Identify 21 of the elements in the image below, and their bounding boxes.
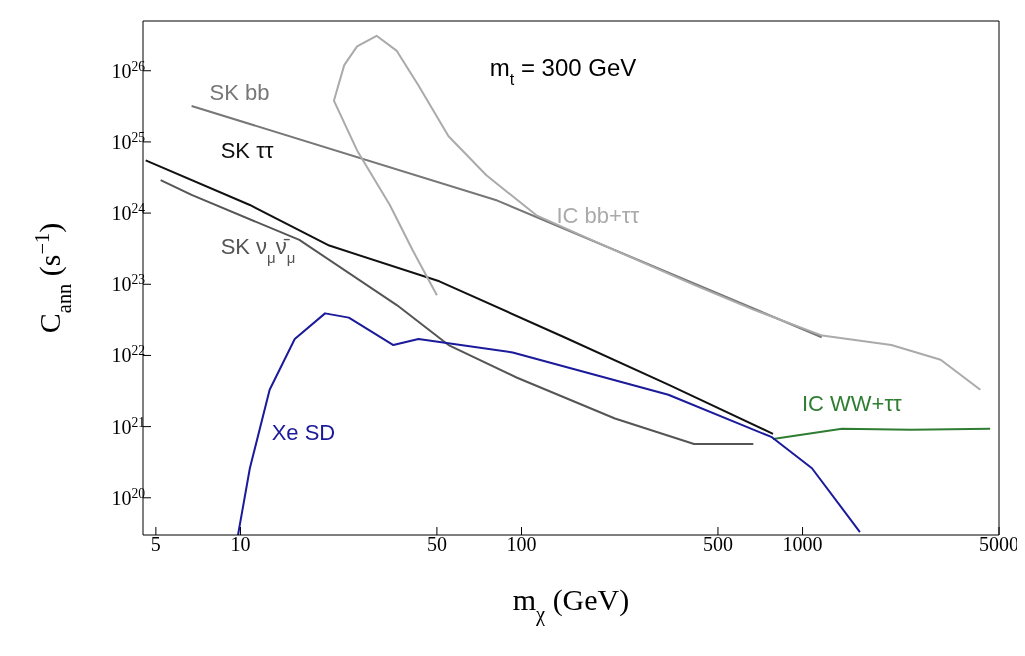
series-label: Xe SD xyxy=(271,419,336,445)
y-tick-label: 10$^{26}$ xyxy=(111,58,146,82)
x-tick-label: 5 xyxy=(150,533,161,555)
y-tick-label: 10$^{20}$ xyxy=(111,485,146,509)
x-tick-label: 10 xyxy=(230,533,251,555)
series-label: IC bb+ττ xyxy=(556,203,640,229)
y-tick-label: 10$^{22}$ xyxy=(111,342,146,367)
series-label: IC WW+ττ xyxy=(801,390,903,416)
series-label: SK ττ xyxy=(220,138,274,164)
annotation: m$_{t}$ = 300 GeV xyxy=(489,54,637,88)
y-tick-label: 10$^{24}$ xyxy=(111,200,146,225)
x-axis-title: m$_{χ}$ (GeV) xyxy=(512,583,630,626)
y-tick-label: 10$^{21}$ xyxy=(111,414,145,438)
x-tick-label: 100 xyxy=(506,533,537,555)
x-tick-label: 1000 xyxy=(782,533,823,555)
series-label: SK ν$_{μ}$ν̄$_{μ}$ xyxy=(220,233,296,266)
x-tick-label: 500 xyxy=(702,533,733,555)
x-tick-label: 50 xyxy=(426,533,447,555)
series-label: SK bb xyxy=(209,79,270,105)
y-tick-label: 10$^{25}$ xyxy=(111,129,146,153)
y-tick-label: 10$^{23}$ xyxy=(111,271,146,296)
